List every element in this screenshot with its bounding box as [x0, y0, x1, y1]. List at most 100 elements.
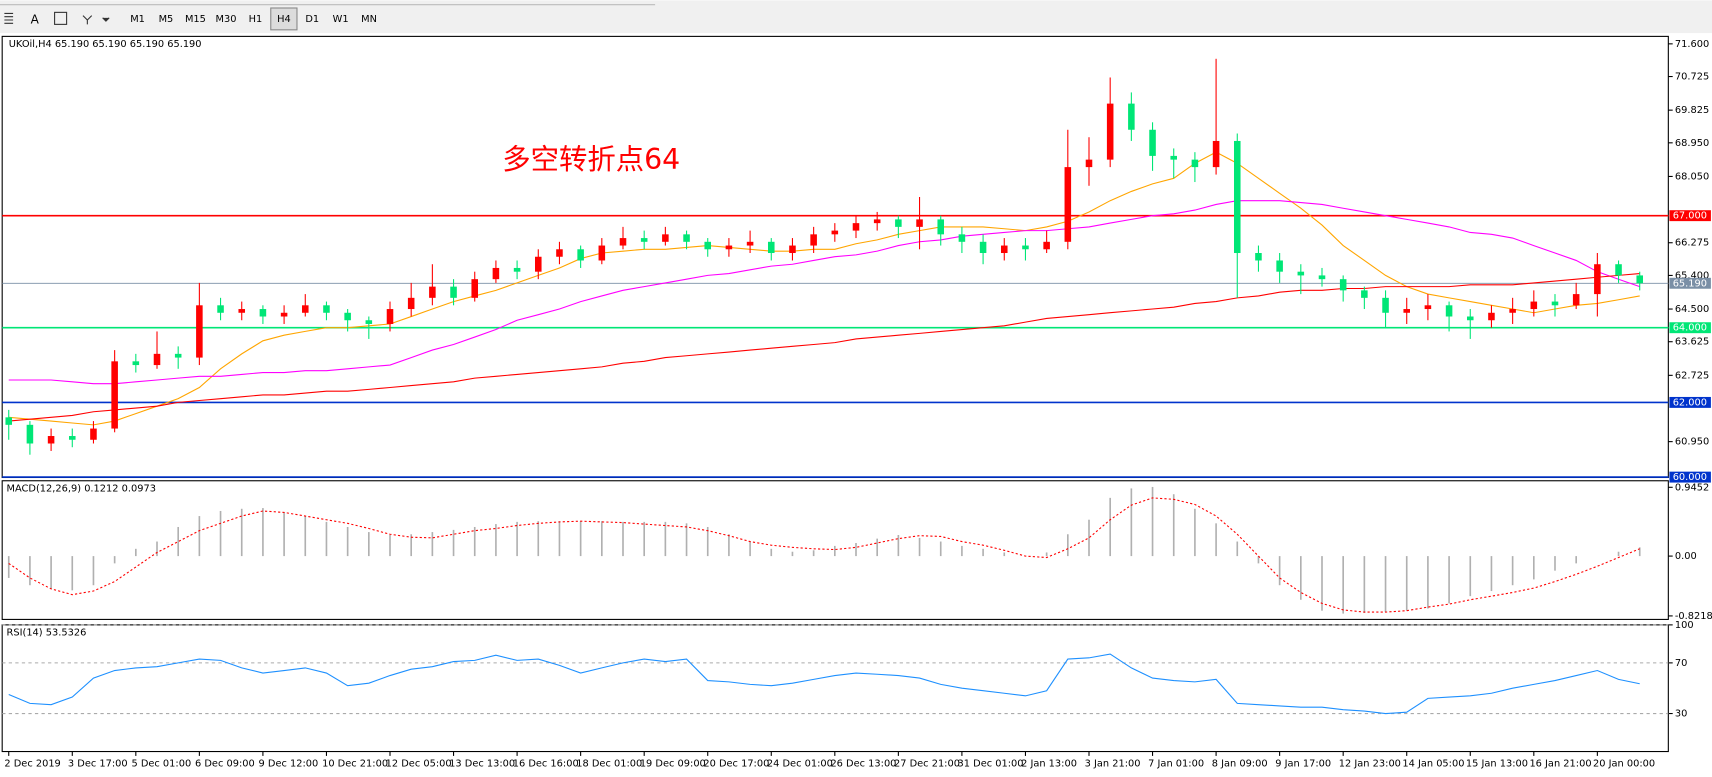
timeframe-button[interactable] [181, 7, 210, 30]
timeframe-button[interactable] [242, 7, 269, 30]
candle-body [90, 428, 97, 440]
level-tag [1669, 322, 1711, 334]
level-tag [1669, 396, 1711, 408]
timeframe-button[interactable] [327, 7, 354, 30]
candle-body [1615, 264, 1622, 276]
level-label: 64.000 [1673, 323, 1707, 334]
candle-body [132, 361, 140, 366]
candle-body [1403, 309, 1410, 313]
candle-body [1488, 312, 1495, 321]
moving-average [8, 151, 1640, 426]
x-tick-label: 31 Dec 01:00 [958, 759, 1024, 770]
level-label: 62.000 [1673, 397, 1707, 408]
level-tag [1669, 277, 1711, 289]
timeframe-label: MN [361, 14, 377, 25]
x-tick-label: 18 Dec 01:00 [576, 759, 642, 770]
candle-body [1255, 253, 1262, 261]
candle-body [1466, 316, 1474, 321]
candle-body [916, 219, 923, 227]
candle-body [1530, 301, 1538, 310]
candle-body [1085, 159, 1093, 168]
candle-body [174, 353, 182, 358]
level-label: 65.190 [1673, 278, 1707, 289]
macd-pane [1, 480, 1669, 620]
candle-body [5, 417, 13, 425]
candle-body [619, 238, 627, 246]
candle-body [26, 424, 34, 444]
candle-body [47, 436, 55, 444]
x-tick-label: 15 Jan 13:00 [1466, 759, 1528, 770]
candle-body [196, 305, 203, 358]
timeframe-label: M1 [130, 14, 145, 25]
candle-body [1043, 241, 1050, 250]
x-tick-label: 26 Dec 13:00 [830, 759, 896, 770]
x-tick-label: 2 Dec 2019 [4, 759, 60, 770]
y-tick-label: 62.725 [1675, 370, 1709, 381]
shapes-icon [82, 15, 93, 25]
level-tag [1669, 471, 1711, 483]
y-tick-label: 60.950 [1675, 437, 1709, 448]
y-tick-label: 66.275 [1675, 238, 1709, 249]
x-tick-label: 9 Jan 17:00 [1275, 759, 1331, 770]
candle-body [365, 320, 373, 324]
candle-body [979, 241, 987, 254]
timeframe-button[interactable] [152, 7, 180, 30]
timeframe-button[interactable] [211, 7, 241, 30]
candle-body [831, 230, 839, 235]
dropdown-icon [102, 17, 110, 22]
candle-body [789, 245, 796, 254]
y-tick-label: 0.00 [1675, 551, 1697, 562]
candle-body [69, 436, 76, 440]
candle-body [852, 223, 860, 231]
y-tick-label: 64.500 [1675, 304, 1709, 315]
x-tick-label: 9 Dec 12:00 [259, 759, 319, 770]
candle-body [1149, 129, 1156, 156]
x-tick-label: 3 Dec 17:00 [68, 759, 128, 770]
candle-body [217, 305, 224, 313]
candle-body [1361, 290, 1368, 298]
level-label: 60.000 [1673, 472, 1707, 483]
timeframe-button[interactable] [124, 7, 151, 30]
candle-body [280, 312, 288, 317]
x-tick-label: 20 Jan 00:00 [1593, 759, 1655, 770]
y-tick-label: 68.050 [1675, 171, 1709, 182]
y-tick-label: 68.950 [1675, 138, 1709, 149]
timeframe-button[interactable] [270, 7, 298, 31]
x-tick-label: 13 Dec 13:00 [449, 759, 515, 770]
signal-line [8, 497, 1640, 613]
rsi-pane [1, 624, 1669, 753]
candle-body [704, 241, 712, 250]
x-tick-label: 5 Dec 01:00 [131, 759, 191, 770]
y-tick-label: 70 [1675, 658, 1688, 669]
rsi-header: RSI(14) 53.5326 [7, 628, 87, 639]
rsi-line [8, 653, 1640, 715]
x-tick-label: 14 Jan 05:00 [1402, 759, 1464, 770]
level-tag [1669, 210, 1711, 222]
candle-body [429, 286, 436, 298]
x-tick-label: 2 Jan 13:00 [1021, 759, 1077, 770]
candle-body [1276, 260, 1283, 272]
timeframe-button[interactable] [299, 7, 326, 30]
x-tick-label: 20 Dec 17:00 [703, 759, 769, 770]
candle-body [450, 286, 457, 298]
candle-body [238, 309, 246, 313]
candle-body [895, 219, 902, 227]
candle-body [598, 245, 606, 261]
candle-body [1339, 279, 1347, 291]
candle-body [1212, 140, 1220, 168]
y-tick-label: 65.400 [1675, 270, 1709, 281]
candle-body [386, 309, 394, 324]
y-tick-label: 69.825 [1675, 105, 1709, 116]
x-tick-label: 12 Dec 05:00 [386, 759, 452, 770]
x-tick-label: 16 Dec 16:00 [513, 759, 579, 770]
timeframe-button[interactable] [355, 7, 383, 30]
candle-body [535, 256, 542, 272]
text-icon: A [31, 13, 40, 27]
timeframe-label: D1 [305, 14, 319, 25]
candle-body [746, 241, 754, 246]
candle-body [873, 219, 881, 224]
x-tick-label: 7 Jan 01:00 [1148, 759, 1204, 770]
candle-body [1233, 140, 1241, 254]
